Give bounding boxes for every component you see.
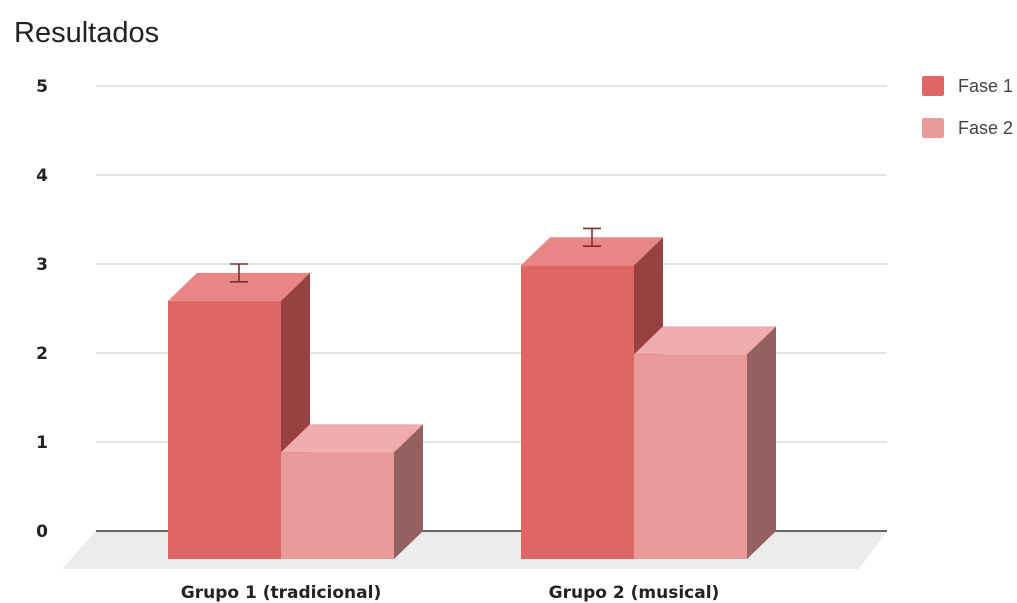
bar-side — [747, 326, 776, 559]
chart-title: Resultados — [14, 17, 159, 49]
legend-swatch — [922, 76, 944, 96]
bar-2-fase-2 — [634, 326, 776, 559]
y-tick-label: 5 — [36, 77, 48, 97]
y-tick-label: 2 — [36, 344, 48, 364]
bar-top — [168, 272, 310, 301]
bar-front — [521, 265, 634, 559]
y-tick-label: 3 — [36, 255, 48, 275]
bar-front — [634, 354, 747, 559]
legend: Fase 1 Fase 2 — [922, 76, 1013, 138]
error-bar — [583, 227, 601, 247]
legend-swatch — [922, 118, 944, 138]
bar-top — [281, 424, 423, 453]
bar-1-fase-2 — [281, 424, 423, 559]
legend-label: Fase 1 — [958, 76, 1013, 96]
y-tick-label: 0 — [36, 522, 48, 542]
x-axis-ticks: Grupo 1 (tradicional) Grupo 2 (musical) — [181, 583, 720, 603]
y-tick-label: 4 — [36, 166, 48, 186]
bar-front — [168, 300, 281, 559]
bar-1-fase-1 — [168, 263, 310, 559]
legend-label: Fase 2 — [958, 118, 1013, 138]
bar-top — [634, 326, 776, 355]
x-tick-label: Grupo 2 (musical) — [549, 583, 720, 603]
bars — [168, 227, 776, 560]
bar-front — [281, 452, 394, 559]
x-tick-label: Grupo 1 (tradicional) — [181, 583, 381, 603]
bar-top — [521, 237, 663, 266]
y-axis-ticks: 0 1 2 3 4 5 — [36, 77, 48, 542]
error-bar — [230, 263, 248, 283]
y-tick-label: 1 — [36, 433, 48, 453]
bar-side — [394, 424, 423, 559]
